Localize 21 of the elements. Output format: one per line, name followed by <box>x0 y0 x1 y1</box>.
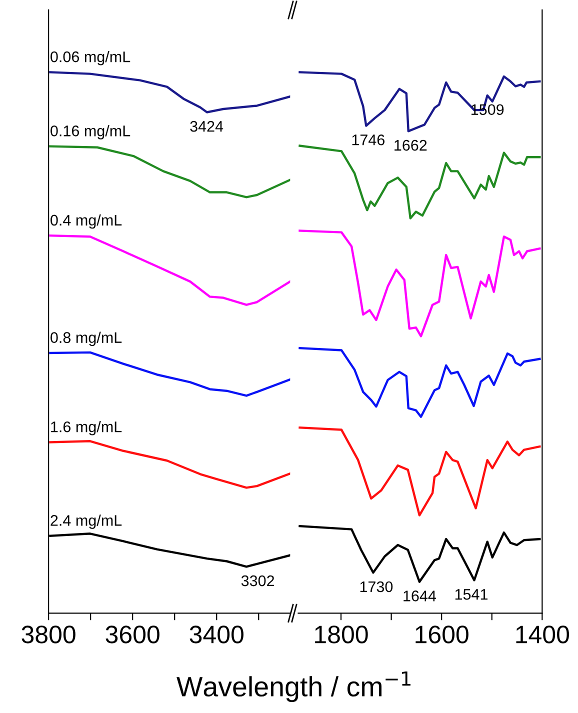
series-label: 0.06 mg/mL <box>50 51 130 66</box>
series-label: 0.16 mg/mL <box>50 125 130 140</box>
x-tick-label: 1800 <box>315 626 368 644</box>
annotation: 1509 <box>472 104 504 116</box>
x-tick-label: 3400 <box>190 626 244 644</box>
x-tick-label: 1600 <box>416 626 468 644</box>
x-axis-title: Wavelength / cm$^{−1}$ <box>176 671 410 702</box>
x-tick-label: 3800 <box>22 626 76 644</box>
series-label: 1.6 mg/mL <box>51 421 122 436</box>
annotation: 1644 <box>404 590 436 602</box>
annotation: 3424 <box>190 120 224 132</box>
series-label: 0.4 mg/mL <box>50 214 122 229</box>
annotation: 1541 <box>455 589 488 600</box>
x-tick-label: 3600 <box>106 626 160 644</box>
x-tick-label: 1400 <box>516 626 569 644</box>
annotation: 3302 <box>241 575 274 586</box>
annotation: 1662 <box>394 140 427 151</box>
annotation: 1730 <box>360 581 393 592</box>
series-label: 0.8 mg/mL <box>50 332 122 346</box>
series-label: 2.4 mg/mL <box>50 514 122 529</box>
annotation: 1746 <box>352 134 384 146</box>
